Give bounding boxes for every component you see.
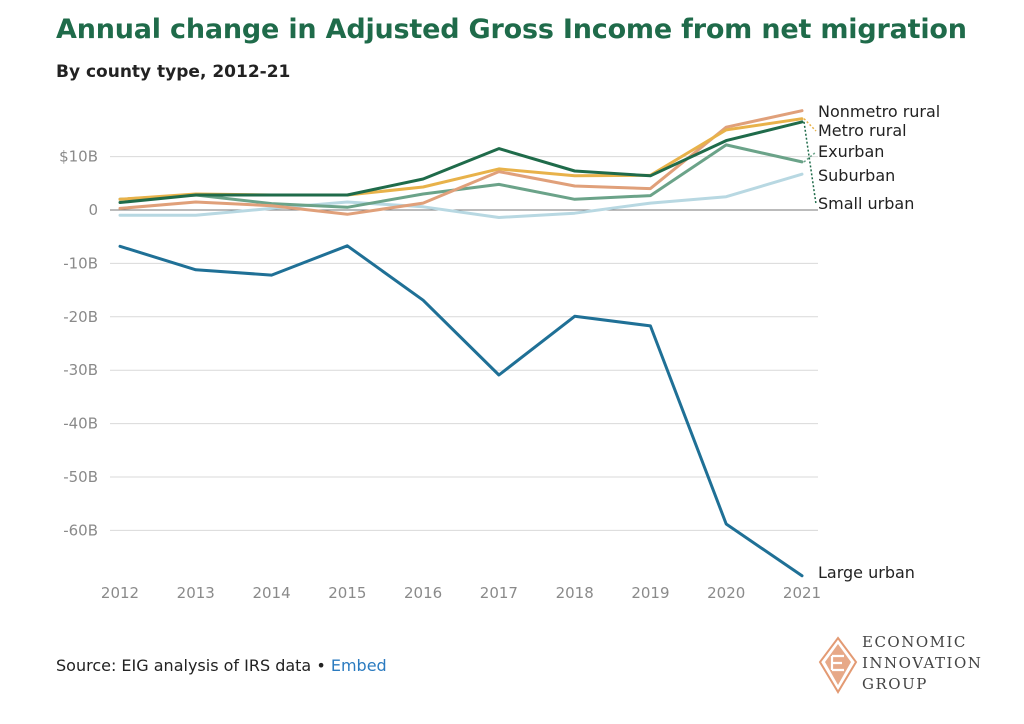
y-tick-label: $10B bbox=[59, 148, 98, 166]
footer: Source: EIG analysis of IRS data • Embed bbox=[56, 656, 387, 675]
x-tick-label: 2014 bbox=[252, 584, 290, 602]
x-tick-label: 2017 bbox=[480, 584, 518, 602]
x-tick-label: 2020 bbox=[707, 584, 745, 602]
logo-text: ECONOMIC INNOVATION GROUP bbox=[862, 632, 982, 695]
y-tick-label: -50B bbox=[63, 468, 98, 486]
chart-title: Annual change in Adjusted Gross Income f… bbox=[56, 14, 967, 45]
series-line-suburban bbox=[118, 172, 804, 219]
y-tick-label: -40B bbox=[63, 415, 98, 433]
y-tick-label: -20B bbox=[63, 308, 98, 326]
series-label-small-urban: Small urban bbox=[818, 194, 914, 213]
series-label-metro-rural: Metro rural bbox=[818, 121, 907, 140]
logo-line-2: INNOVATION bbox=[862, 654, 983, 672]
eig-logo: ECONOMIC INNOVATION GROUP bbox=[818, 632, 1008, 696]
logo-line-3: GROUP bbox=[862, 675, 928, 693]
series-label-nonmetro-rural: Nonmetro rural bbox=[818, 102, 940, 121]
series-line-large-urban bbox=[118, 244, 804, 578]
label-connector bbox=[803, 121, 817, 205]
series-label-exurban: Exurban bbox=[818, 142, 884, 161]
x-tick-label: 2019 bbox=[631, 584, 669, 602]
series-line-small-urban bbox=[118, 120, 804, 204]
source-text: Source: EIG analysis of IRS data • bbox=[56, 656, 331, 675]
label-connector bbox=[803, 118, 817, 132]
series-label-large-urban: Large urban bbox=[818, 563, 915, 582]
x-tick-label: 2015 bbox=[328, 584, 366, 602]
chart-subtitle: By county type, 2012-21 bbox=[56, 62, 291, 82]
x-tick-label: 2021 bbox=[783, 584, 821, 602]
embed-link[interactable]: Embed bbox=[330, 656, 387, 675]
series-label-suburban: Suburban bbox=[818, 166, 895, 185]
x-tick-label: 2012 bbox=[101, 584, 139, 602]
x-tick-label: 2018 bbox=[556, 584, 594, 602]
y-tick-label: -10B bbox=[63, 254, 98, 272]
eig-diamond-logo-icon bbox=[818, 636, 858, 694]
series-line-exurban bbox=[118, 143, 804, 209]
y-tick-label: -30B bbox=[63, 361, 98, 379]
x-tick-label: 2013 bbox=[177, 584, 215, 602]
y-tick-label: 0 bbox=[88, 201, 98, 219]
label-connector bbox=[803, 151, 817, 163]
x-tick-label: 2016 bbox=[404, 584, 442, 602]
logo-line-1: ECONOMIC bbox=[862, 633, 967, 651]
y-tick-label: -60B bbox=[63, 521, 98, 539]
